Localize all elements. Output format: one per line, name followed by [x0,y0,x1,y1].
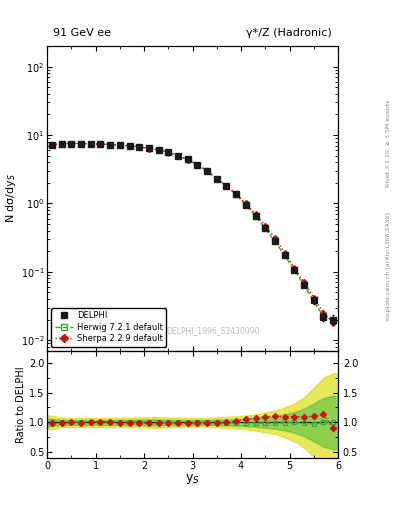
Text: γ*/Z (Hadronic): γ*/Z (Hadronic) [246,29,332,38]
Y-axis label: Ratio to DELPHI: Ratio to DELPHI [16,366,26,443]
Y-axis label: N dσ/dy$_S$: N dσ/dy$_S$ [4,174,18,223]
X-axis label: y$_S$: y$_S$ [185,473,200,486]
Text: 91 GeV ee: 91 GeV ee [53,29,111,38]
Text: mcplots.cern.ch [arXiv:1306.3436]: mcplots.cern.ch [arXiv:1306.3436] [386,212,391,321]
Text: Rivet 3.1.10, ≥ 3.5M events: Rivet 3.1.10, ≥ 3.5M events [386,100,391,187]
Text: DELPHI_1996_S3430090: DELPHI_1996_S3430090 [166,327,260,335]
Legend: DELPHI, Herwig 7.2.1 default, Sherpa 2.2.9 default: DELPHI, Herwig 7.2.1 default, Sherpa 2.2… [51,308,166,347]
